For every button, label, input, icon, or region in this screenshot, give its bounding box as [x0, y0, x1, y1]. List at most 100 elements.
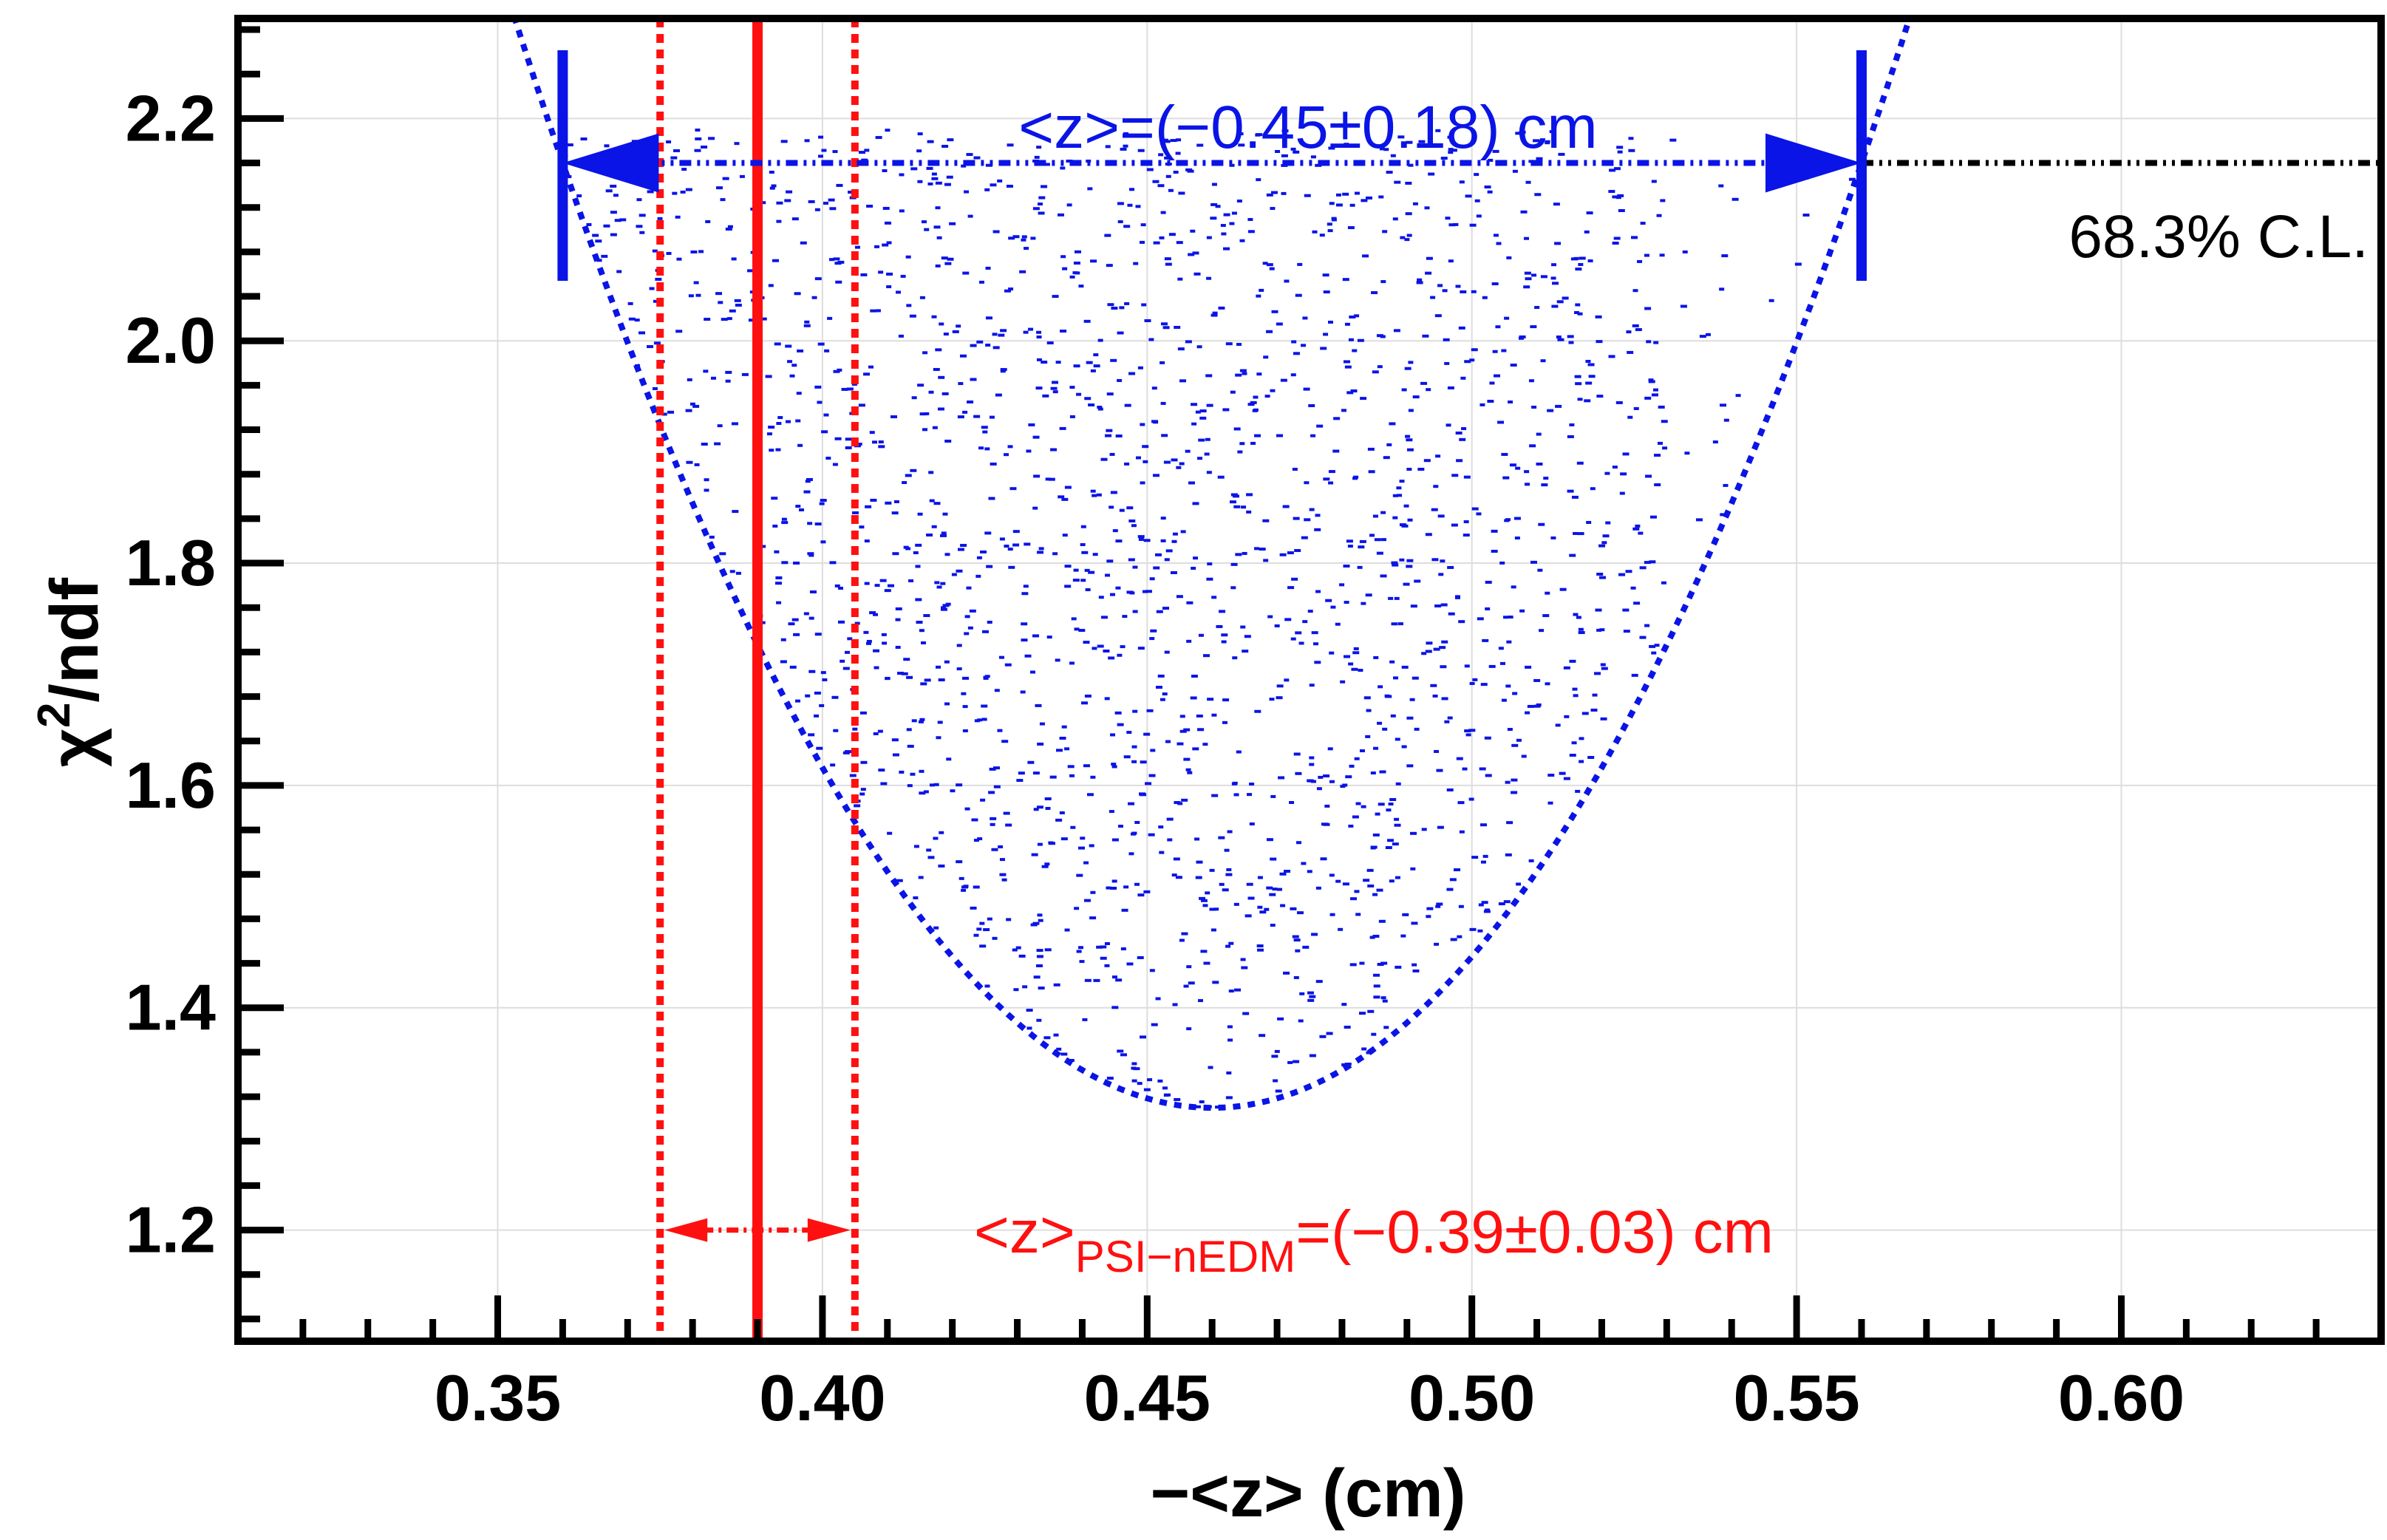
scatter-point — [701, 443, 708, 446]
scatter-point — [1578, 627, 1584, 631]
scatter-point — [854, 621, 860, 625]
scatter-point — [990, 817, 997, 820]
scatter-point — [1421, 828, 1427, 831]
scatter-point — [1198, 438, 1205, 442]
scatter-point — [866, 639, 872, 643]
scatter-point — [1555, 723, 1561, 727]
scatter-point — [1644, 253, 1649, 257]
scatter-point — [1177, 277, 1183, 281]
scatter-point — [847, 637, 853, 641]
scatter-point — [1575, 268, 1582, 271]
scatter-point — [893, 500, 899, 503]
scatter-point — [687, 378, 692, 381]
scatter-point — [1082, 1018, 1088, 1021]
scatter-point — [1424, 206, 1430, 210]
scatter-point — [1056, 1047, 1062, 1051]
scatter-point — [910, 772, 916, 776]
scatter-point — [905, 474, 912, 477]
scatter-point — [1462, 534, 1470, 537]
scatter-point — [870, 309, 877, 313]
scatter-point — [1344, 1026, 1351, 1029]
scatter-point — [1024, 542, 1031, 546]
scatter-point — [939, 831, 944, 834]
scatter-point — [1172, 532, 1178, 536]
scatter-point — [781, 561, 789, 565]
scatter-point — [1123, 885, 1129, 889]
scatter-point — [1097, 644, 1104, 648]
scatter-point — [1290, 637, 1296, 641]
scatter-point — [829, 207, 837, 211]
scatter-point — [1106, 559, 1114, 563]
scatter-point — [943, 333, 949, 336]
scatter-point — [1380, 335, 1386, 338]
scatter-point — [1111, 975, 1117, 979]
scatter-point — [1372, 934, 1380, 938]
scatter-point — [1454, 868, 1461, 872]
scatter-point — [1222, 698, 1230, 702]
scatter-point — [1114, 711, 1122, 715]
scatter-point — [1304, 481, 1310, 485]
scatter-point — [1416, 281, 1423, 285]
scatter-point — [1391, 561, 1398, 565]
scatter-point — [860, 788, 866, 791]
scatter-point — [1540, 275, 1547, 279]
scatter-point — [852, 727, 858, 731]
x-tick-label: 0.60 — [2058, 1361, 2185, 1434]
scatter-point — [1417, 467, 1425, 471]
scatter-point — [915, 598, 922, 602]
scatter-point — [808, 670, 816, 673]
scatter-point — [1192, 502, 1199, 505]
scatter-point — [709, 535, 715, 539]
scatter-point — [1383, 1026, 1389, 1029]
scatter-point — [1006, 184, 1013, 188]
scatter-point — [1109, 452, 1115, 456]
scatter-point — [984, 531, 992, 535]
scatter-point — [995, 393, 1002, 397]
scatter-point — [1585, 359, 1591, 363]
scatter-point — [1149, 577, 1155, 581]
scatter-point — [1052, 381, 1059, 384]
scatter-point — [1266, 330, 1273, 333]
scatter-point — [1335, 622, 1341, 626]
scatter-point — [1410, 867, 1416, 870]
x-tick-label: 0.35 — [435, 1361, 561, 1434]
scatter-point — [1309, 1054, 1316, 1057]
scatter-point — [1123, 144, 1128, 148]
scatter-point — [1240, 958, 1246, 961]
scatter-point — [846, 387, 854, 391]
scatter-point — [1032, 921, 1040, 925]
scatter-point — [1556, 300, 1564, 304]
scatter-point — [1309, 995, 1316, 998]
scatter-point — [1372, 893, 1378, 896]
scatter-point — [1587, 259, 1593, 263]
scatter-point — [1406, 438, 1413, 442]
scatter-point — [1411, 921, 1418, 925]
scatter-point — [772, 524, 778, 528]
scatter-point — [1210, 928, 1216, 932]
scatter-point — [1247, 403, 1255, 406]
scatter-point — [1541, 483, 1548, 487]
scatter-point — [1507, 728, 1513, 732]
scatter-point — [1646, 340, 1652, 344]
scatter-point — [1595, 315, 1602, 318]
scatter-point — [973, 156, 981, 160]
scatter-point — [1211, 183, 1217, 186]
scatter-point — [1320, 347, 1327, 350]
y-tick-label: 2.2 — [126, 81, 216, 154]
scatter-point — [859, 711, 867, 715]
scatter-point — [1111, 1006, 1119, 1009]
scatter-point — [681, 168, 687, 171]
scatter-point — [1078, 285, 1084, 288]
scatter-point — [1425, 650, 1432, 653]
scatter-point — [1046, 636, 1052, 639]
scatter-point — [1388, 803, 1394, 806]
scatter-point — [964, 615, 970, 619]
scatter-point — [1380, 574, 1387, 578]
scatter-point — [1058, 495, 1065, 499]
scatter-point — [1126, 731, 1132, 735]
scatter-point — [1135, 205, 1141, 208]
scatter-point — [1137, 149, 1145, 152]
scatter-point — [803, 324, 811, 327]
scatter-point — [1392, 563, 1399, 567]
scatter-point — [1247, 218, 1253, 222]
